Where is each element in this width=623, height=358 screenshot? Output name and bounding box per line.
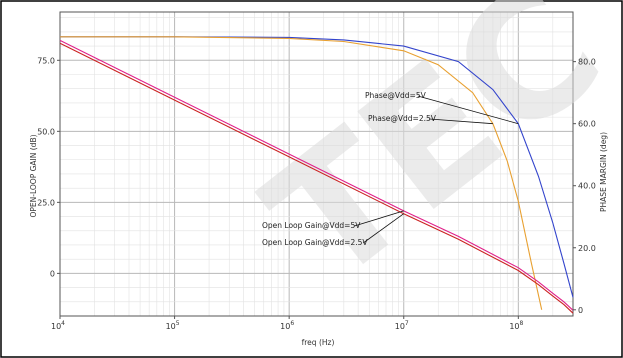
x-tick-label: 107 [395, 320, 409, 331]
plot-area-frame [59, 11, 574, 317]
y-axis-left-title: OPEN-LOOP GAIN (dB) [29, 134, 38, 217]
y-right-tick-label: 20.0 [578, 244, 596, 253]
y-right-tick-label: 60.0 [578, 120, 596, 129]
y-left-tick-label: 0 [50, 269, 55, 278]
annotation-leader-line [354, 210, 404, 227]
annotation-label: Phase@Vdd=5V [365, 91, 427, 100]
x-axis-title: freq (Hz) [302, 338, 335, 347]
annotation-leader-line [429, 118, 493, 125]
series-line-1 [60, 36, 543, 310]
y-left-tick-label: 75.0 [37, 56, 55, 65]
y-left-tick-label: 25.0 [37, 198, 55, 207]
x-tick-label: 105 [166, 320, 180, 331]
annotation-label: Open Loop Gain@Vdd=5V [262, 221, 361, 230]
annotation-leader-line [362, 213, 404, 244]
y-left-tick-label: 50.0 [37, 127, 55, 136]
x-tick-label: 104 [51, 320, 65, 331]
annotation-leader-line [417, 95, 519, 125]
annotation-label: Open Loop Gain@Vdd=2.5V [262, 238, 368, 247]
annotation-label: Phase@Vdd=2.5V [368, 114, 437, 123]
series-line-0 [60, 36, 574, 298]
series-line-2 [59, 39, 574, 311]
tick-labels: 104 105 106 107 108 0 25.0 50.0 75.0 0 20.0 40.0 60.… [37, 56, 596, 331]
y-right-tick-label: 40.0 [578, 182, 596, 191]
series-line-3 [59, 42, 574, 314]
y-right-tick-label: 0 [578, 306, 583, 315]
annotations: Phase@Vdd=5V Phase@Vdd=2.5V Open Loop Gain… [262, 91, 519, 247]
y-axis-right-title: PHASE MARGIN (deg) [599, 132, 608, 212]
series-lines [59, 36, 574, 314]
x-tick-label: 106 [280, 320, 294, 331]
x-tick-label: 108 [509, 320, 523, 331]
y-right-tick-label: 80.0 [578, 58, 596, 67]
